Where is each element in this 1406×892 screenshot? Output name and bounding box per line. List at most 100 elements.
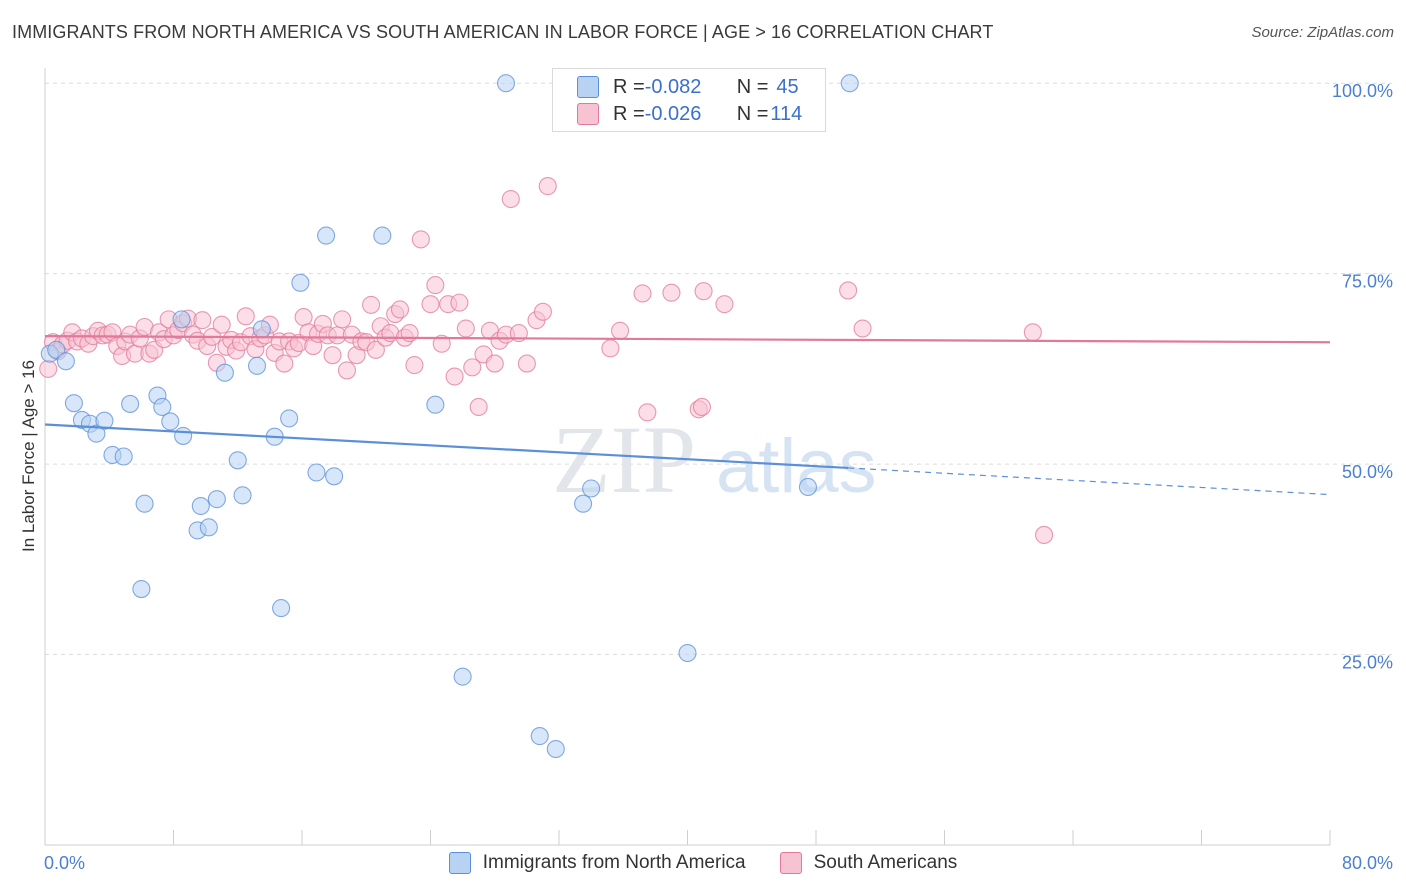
legend-r-value: -0.026	[644, 102, 702, 125]
stats-legend: R = -0.082 N = 45 R = -0.026 N = 114	[552, 68, 826, 132]
data-point	[411, 230, 430, 249]
series-swatch-blue	[448, 852, 471, 874]
data-point	[463, 358, 482, 377]
data-point	[121, 394, 140, 413]
data-point	[325, 467, 344, 486]
series-legend-label: South Americans	[813, 852, 958, 873]
data-point	[501, 189, 520, 209]
y-axis-label: In Labor Force | Age > 16	[19, 360, 38, 552]
data-point	[161, 412, 180, 431]
data-point	[323, 346, 342, 365]
data-point	[798, 477, 818, 497]
data-point	[207, 490, 226, 509]
trend-line	[44, 423, 849, 470]
data-point	[64, 394, 83, 413]
data-point	[426, 395, 445, 414]
data-point	[87, 424, 106, 443]
data-point	[337, 361, 357, 380]
axes	[44, 68, 1331, 846]
trend-line-extension	[848, 467, 1331, 496]
chart-title: IMMIGRANTS FROM NORTH AMERICA VS SOUTH A…	[12, 22, 994, 42]
data-point	[610, 321, 630, 340]
data-point	[236, 307, 255, 326]
legend-row-south-americans: R = -0.026 N = 114	[577, 101, 802, 127]
y-tick-label: 100.0%	[1332, 81, 1393, 101]
data-point	[839, 281, 858, 300]
data-point	[694, 282, 713, 301]
data-point	[272, 599, 291, 618]
data-points	[39, 74, 1054, 759]
data-point	[333, 310, 352, 329]
data-point	[538, 177, 557, 196]
data-point	[153, 397, 172, 417]
trend-lines	[44, 335, 1331, 496]
y-tick-label: 50.0%	[1342, 462, 1393, 482]
data-point	[533, 302, 552, 321]
data-point	[233, 486, 252, 505]
data-point	[546, 739, 565, 759]
data-point	[307, 463, 326, 482]
data-point	[432, 334, 451, 353]
data-point	[450, 293, 469, 312]
trend-line	[44, 335, 1331, 344]
x-tick-label: 80.0%	[1342, 853, 1393, 873]
series-swatch-pink	[779, 852, 802, 874]
data-point	[294, 308, 313, 327]
data-point	[485, 354, 504, 373]
data-point	[1035, 525, 1054, 545]
legend-r-label: R =	[613, 102, 645, 125]
legend-row-north-america: R = -0.082 N = 45	[577, 74, 799, 100]
data-point	[426, 276, 445, 295]
data-point	[132, 579, 151, 599]
legend-n-label: N =	[736, 75, 769, 98]
series-legend-label: Immigrants from North America	[482, 852, 746, 873]
data-point	[574, 494, 593, 513]
data-point	[517, 354, 536, 373]
data-point	[840, 74, 859, 93]
data-point	[280, 409, 299, 428]
legend-swatch-pink	[577, 103, 599, 125]
legend-n-value: 114	[770, 102, 803, 125]
data-point	[174, 426, 193, 445]
data-point	[39, 359, 58, 378]
data-point	[373, 226, 392, 245]
tick-labels: 25.0% 50.0% 75.0% 100.0% 0.0% 80.0%	[44, 81, 1393, 873]
data-point	[275, 354, 294, 373]
data-point	[1023, 323, 1042, 342]
data-point	[199, 518, 218, 537]
watermark-atlas: atlas	[716, 424, 877, 509]
data-point	[662, 283, 681, 302]
data-point	[215, 363, 234, 382]
data-point	[135, 494, 154, 513]
data-point	[582, 479, 601, 498]
data-point	[692, 397, 712, 417]
data-point	[247, 356, 267, 375]
legend-swatch-blue	[577, 76, 599, 98]
series-legend-item-north-america: Immigrants from North America	[448, 852, 746, 874]
data-point	[191, 496, 210, 516]
data-point	[172, 310, 191, 329]
data-point	[421, 295, 440, 314]
data-point	[678, 643, 697, 663]
data-point	[317, 226, 336, 245]
y-tick-label: 25.0%	[1342, 653, 1393, 673]
data-point	[633, 284, 652, 303]
data-point	[469, 397, 488, 417]
data-point	[366, 340, 385, 359]
grid-lines	[45, 82, 1392, 656]
legend-n-label: N =	[736, 102, 769, 125]
data-point	[456, 319, 475, 338]
data-point	[212, 315, 231, 334]
legend-r-label: R =	[613, 75, 645, 98]
y-tick-label: 75.0%	[1342, 272, 1393, 292]
data-point	[390, 300, 410, 319]
data-point	[445, 367, 464, 386]
data-point	[56, 352, 75, 371]
data-point	[496, 74, 516, 93]
data-point	[853, 319, 872, 338]
source-credit: Source: ZipAtlas.com	[1251, 24, 1394, 41]
data-point	[601, 339, 620, 358]
legend-n-value: 45	[776, 75, 799, 98]
data-point	[193, 311, 212, 330]
